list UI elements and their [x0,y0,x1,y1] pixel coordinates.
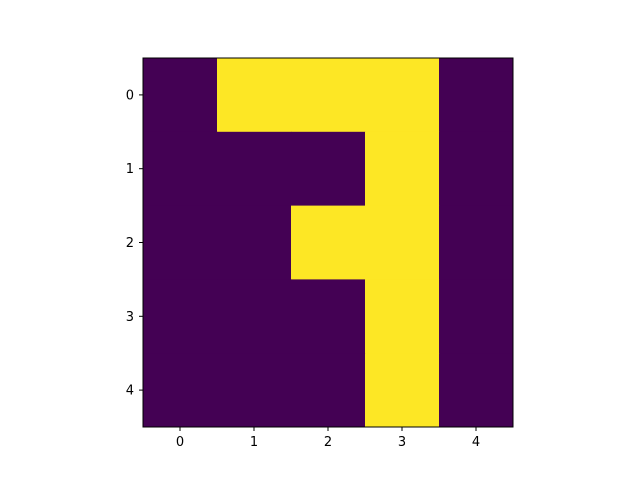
heatmap-cell-r2-c1 [217,205,292,280]
heatmap-cell-r2-c4 [439,205,514,280]
heatmap-cell-r2-c3 [365,205,440,280]
y-tick-label-3: 3 [126,310,134,325]
heatmap-cell-r3-c2 [291,279,366,354]
y-tick-label-2: 2 [126,236,134,251]
x-tick-label-3: 3 [398,435,406,450]
heatmap-cell-r0-c4 [439,58,514,133]
heatmap-cell-r3-c0 [143,279,218,354]
heatmap-cell-r1-c4 [439,131,514,206]
heatmap-cell-r4-c3 [365,353,440,428]
heatmap-cell-r0-c0 [143,58,218,133]
heatmap-cell-r0-c2 [291,58,366,133]
heatmap-cell-r2-c0 [143,205,218,280]
y-tick-label-4: 4 [126,384,134,399]
heatmap-cell-r2-c2 [291,205,366,280]
heatmap-cell-r3-c4 [439,279,514,354]
heatmap-cell-r4-c4 [439,353,514,428]
heatmap-cell-r1-c1 [217,131,292,206]
heatmap-cell-r0-c3 [365,58,440,133]
heatmap-cell-r4-c1 [217,353,292,428]
heatmap-cells [143,58,514,428]
heatmap-cell-r1-c3 [365,131,440,206]
y-axis: 0 1 2 3 4 [126,88,143,399]
heatmap-cell-r1-c0 [143,131,218,206]
y-tick-label-0: 0 [126,88,134,103]
x-tick-label-2: 2 [324,435,332,450]
y-tick-label-1: 1 [126,162,134,177]
x-tick-label-0: 0 [176,435,184,450]
heatmap-cell-r1-c2 [291,131,366,206]
x-axis: 0 1 2 3 4 [176,427,480,450]
x-tick-label-1: 1 [250,435,258,450]
heatmap-cell-r4-c0 [143,353,218,428]
heatmap-cell-r3-c1 [217,279,292,354]
heatmap-cell-r0-c1 [217,58,292,133]
heatmap-cell-r4-c2 [291,353,366,428]
x-tick-label-4: 4 [472,435,480,450]
heatmap-cell-r3-c3 [365,279,440,354]
